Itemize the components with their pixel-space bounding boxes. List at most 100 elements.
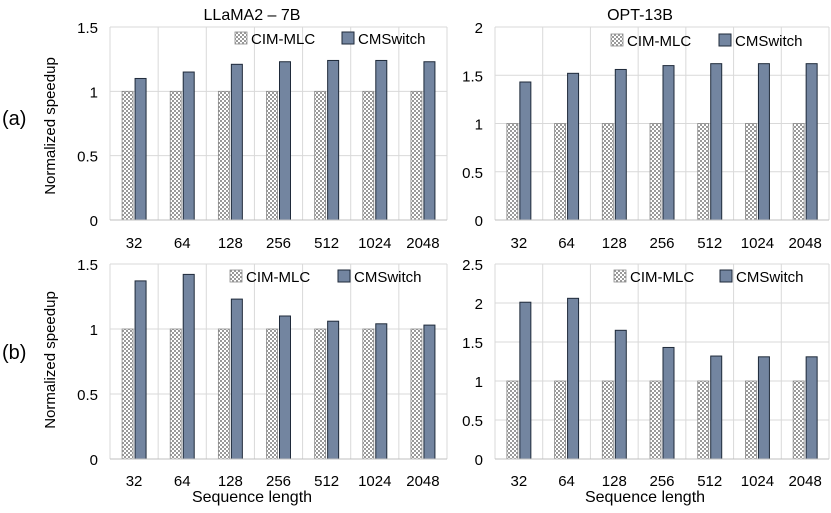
bar-cim-mlc (410, 90, 423, 221)
x-tick-label: 2048 (406, 235, 439, 252)
y-tick-label: 0.5 (462, 165, 483, 182)
bar-cim-mlc (410, 328, 423, 460)
bar-cmswitch (279, 315, 291, 460)
x-tick-label: 64 (558, 235, 575, 252)
bar-cim-mlc (792, 123, 805, 221)
bar-cmswitch (710, 63, 723, 221)
bar-cim-mlc (506, 123, 519, 221)
chart-panel-a-llama: 0 0.5 1 1.5 32 64 128 256 512 1024 2048 CIM-MLC CMSw… (77, 20, 448, 252)
bar-cim-mlc (169, 90, 182, 221)
x-tick-label: 64 (558, 473, 575, 490)
legend-label-cim-mlc: CIM-MLC (246, 269, 310, 286)
legend-swatch-cim-mlc (234, 31, 248, 45)
xlabel-left: Sequence length (192, 489, 312, 506)
bar-cim-mlc (506, 380, 519, 460)
bar-cim-mlc (745, 123, 757, 221)
x-tick-label: 1024 (358, 473, 391, 490)
bar-cim-mlc (121, 328, 134, 460)
bar-cmswitch (662, 65, 675, 221)
x-tick-label: 1024 (741, 235, 774, 252)
bar-cmswitch (567, 297, 580, 460)
x-tick-label: 256 (649, 473, 674, 490)
y-tick-label: 2.5 (462, 257, 483, 274)
bar-cmswitch (182, 273, 195, 460)
bar-cmswitch (710, 355, 723, 460)
x-tick-label: 32 (126, 235, 143, 252)
ylabel-row-a: Normalized speedup (42, 57, 59, 195)
bar-cmswitch (757, 63, 770, 221)
legend-label-cmswitch: CMSwitch (354, 269, 422, 286)
chart-panels: 0 0.5 1 1.5 32 64 128 256 512 1024 2048 CIM-MLC CMSw… (77, 20, 830, 490)
x-tick-label: 128 (218, 235, 243, 252)
bar-cim-mlc (314, 90, 327, 221)
bar-cmswitch (519, 301, 532, 460)
x-tick-label: 256 (266, 235, 291, 252)
legend-label-cmswitch: CMSwitch (735, 33, 803, 50)
col-title-llama: LLaMA2 – 7B (204, 7, 301, 24)
y-tick-label: 1.5 (77, 257, 98, 274)
x-tick-label: 512 (314, 473, 339, 490)
x-tick-label: 512 (314, 235, 339, 252)
bar-cmswitch (327, 59, 340, 221)
bar-cim-mlc (217, 328, 230, 460)
x-tick-label: 1024 (741, 473, 774, 490)
bar-cmswitch (662, 346, 675, 460)
xlabel-right: Sequence length (585, 489, 705, 506)
bar-cim-mlc (362, 90, 375, 221)
bar-cim-mlc (649, 380, 662, 460)
bar-cim-mlc (697, 123, 710, 221)
y-tick-label: 0 (90, 452, 98, 469)
bar-cim-mlc (314, 328, 327, 460)
x-tick-label: 512 (697, 235, 722, 252)
legend-swatch-cmswitch (337, 269, 351, 283)
bar-cmswitch (182, 71, 195, 221)
legend-swatch-cim-mlc (229, 269, 243, 283)
bar-cmswitch (375, 59, 388, 221)
bar-cim-mlc (601, 123, 614, 221)
legend-label-cim-mlc: CIM-MLC (251, 31, 315, 48)
bar-cmswitch (805, 356, 818, 460)
bar-cmswitch (567, 72, 580, 221)
bar-cmswitch (614, 68, 627, 221)
x-tick-label: 256 (266, 473, 291, 490)
bar-cmswitch (327, 320, 340, 460)
bar-cmswitch (805, 63, 818, 221)
bar-cmswitch (423, 61, 436, 221)
y-tick-label: 0 (90, 213, 98, 230)
bar-cim-mlc (169, 328, 182, 460)
y-tick-label: 1.5 (462, 335, 483, 352)
y-tick-label: 0 (475, 452, 483, 469)
y-tick-label: 0.5 (462, 413, 483, 430)
x-tick-label: 2048 (406, 473, 439, 490)
y-tick-label: 1 (90, 322, 98, 339)
bar-cim-mlc (121, 90, 134, 221)
bar-cmswitch (423, 324, 436, 460)
chart-panel-a-opt: 0 0.5 1 1.5 2 32 64 128 256 512 1024 2048 CIM-MLC CMS… (462, 20, 830, 252)
y-tick-label: 0.5 (77, 149, 98, 166)
bar-cim-mlc (697, 380, 710, 460)
bar-cmswitch (614, 329, 627, 460)
bar-cim-mlc (217, 90, 230, 221)
x-tick-label: 32 (511, 473, 528, 490)
bar-cim-mlc (792, 380, 805, 460)
y-tick-label: 0 (475, 213, 483, 230)
x-tick-label: 2048 (788, 235, 821, 252)
legend-label-cim-mlc: CIM-MLC (627, 33, 691, 50)
bar-cim-mlc (362, 328, 375, 460)
legend-swatch-cmswitch (719, 269, 733, 283)
legend-swatch-cim-mlc (613, 269, 627, 283)
bar-cim-mlc (601, 380, 614, 460)
bar-cmswitch (279, 61, 291, 221)
y-tick-label: 1 (90, 84, 98, 101)
bar-cmswitch (134, 280, 147, 460)
bar-cmswitch (230, 63, 243, 221)
y-tick-label: 1 (475, 374, 483, 391)
y-tick-label: 0.5 (77, 387, 98, 404)
bar-cim-mlc (554, 123, 566, 221)
y-tick-label: 1 (475, 117, 483, 134)
x-tick-label: 128 (602, 235, 627, 252)
x-tick-label: 2048 (788, 473, 821, 490)
x-tick-label: 64 (174, 235, 191, 252)
